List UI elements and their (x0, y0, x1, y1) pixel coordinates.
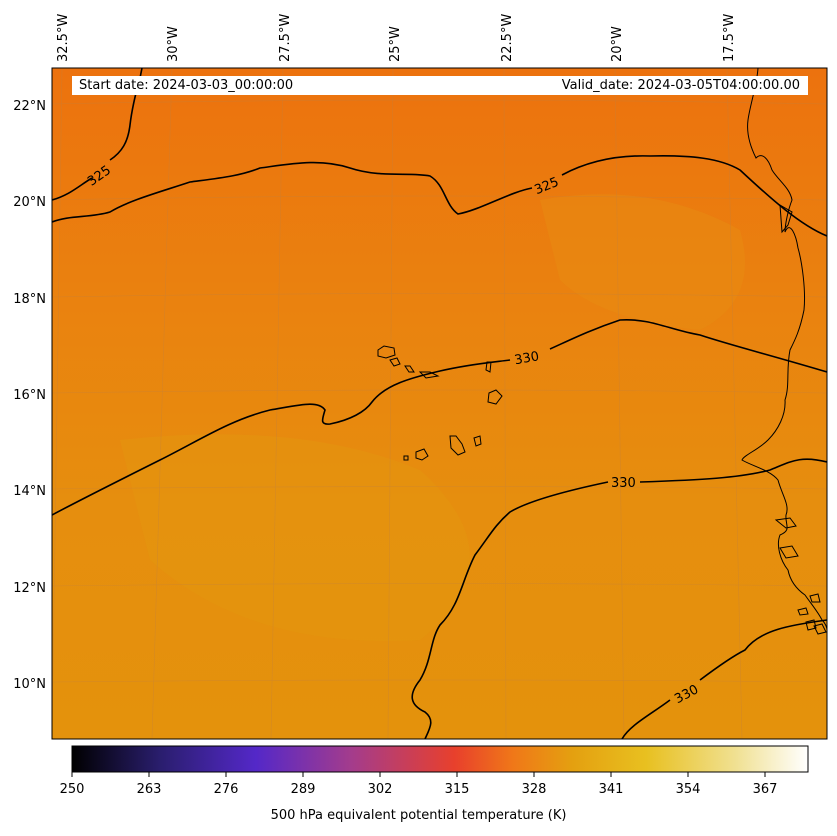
contour-330-central (52, 318, 827, 516)
colorbar-label: 500 hPa equivalent potential temperature… (270, 808, 567, 823)
islands-bijagos (797, 593, 827, 635)
island-maio (473, 435, 482, 447)
latitude-label: 22°N (13, 99, 46, 114)
island-sao-nicolau (404, 365, 440, 379)
colorbar-tick-label: 276 (214, 782, 239, 797)
longitude-label: 22.5°W (500, 14, 515, 62)
longitude-label: 20°W (610, 26, 625, 62)
colorbar-tick-label: 289 (291, 782, 316, 797)
longitude-label: 27.5°W (278, 14, 293, 62)
longitude-labels: 32.5°W 30°W 27.5°W 25°W 22.5°W 20°W 17.5… (56, 14, 737, 62)
latitude-label: 20°N (13, 195, 46, 210)
colorbar-ticks (71, 772, 766, 777)
africa-coastline (741, 68, 827, 631)
latitude-labels: 22°N 20°N 18°N 16°N 14°N 12°N 10°N (13, 99, 46, 692)
island-santiago (449, 435, 466, 456)
colorbar-tick-label: 302 (368, 782, 393, 797)
island-fogo (415, 448, 429, 461)
colorbar-tick-label: 354 (676, 782, 701, 797)
coastlines (377, 68, 827, 635)
map-panel: 325 325 330 330 330 (52, 68, 827, 739)
valid-date-text: Valid_date: 2024-03-05T04:00:00.00 (561, 78, 800, 93)
colorbar-tick-labels: 250 263 276 289 302 315 328 341 354 367 (60, 782, 778, 797)
colorbar-tick-label: 328 (522, 782, 547, 797)
island-boa-vista (487, 389, 503, 405)
longitude-label: 17.5°W (722, 14, 737, 62)
island-santo-antao (377, 345, 396, 359)
date-banner: Start date: 2024-03-03_00:00:00 Valid_da… (72, 76, 808, 95)
contour-label: 330 (513, 349, 540, 368)
latitude-label: 16°N (13, 388, 46, 403)
contour-325-main (52, 155, 827, 237)
latitude-label: 12°N (13, 581, 46, 596)
field-background (52, 68, 827, 739)
latitude-label: 18°N (13, 292, 46, 307)
latitude-label: 10°N (13, 677, 46, 692)
coastal-inlets (774, 204, 799, 559)
colorbar-tick-label: 263 (137, 782, 162, 797)
contour-lines (52, 68, 827, 739)
island-sal (485, 361, 492, 373)
contour-330-southeast (621, 619, 827, 739)
map-frame (51, 67, 828, 740)
colorbar: 250 263 276 289 302 315 328 341 354 367 (60, 745, 809, 797)
colorbar-tick-label: 341 (599, 782, 624, 797)
contour-label: 330 (611, 476, 636, 491)
gridlines (52, 68, 827, 739)
contour-330-south (411, 458, 827, 739)
colorbar-gradient (71, 745, 809, 773)
island-sao-vicente (389, 357, 401, 367)
longitude-label: 32.5°W (56, 14, 71, 62)
start-date-text: Start date: 2024-03-03_00:00:00 (79, 78, 294, 93)
longitude-label: 25°W (388, 26, 403, 62)
latitude-label: 14°N (13, 484, 46, 499)
island-brava (403, 455, 409, 461)
field-shade-patch (120, 434, 470, 641)
colorbar-tick-label: 315 (445, 782, 470, 797)
longitude-label: 30°W (166, 26, 181, 62)
colorbar-tick-label: 367 (753, 782, 778, 797)
field-shade-patch (540, 194, 745, 330)
colorbar-tick-label: 250 (60, 782, 85, 797)
